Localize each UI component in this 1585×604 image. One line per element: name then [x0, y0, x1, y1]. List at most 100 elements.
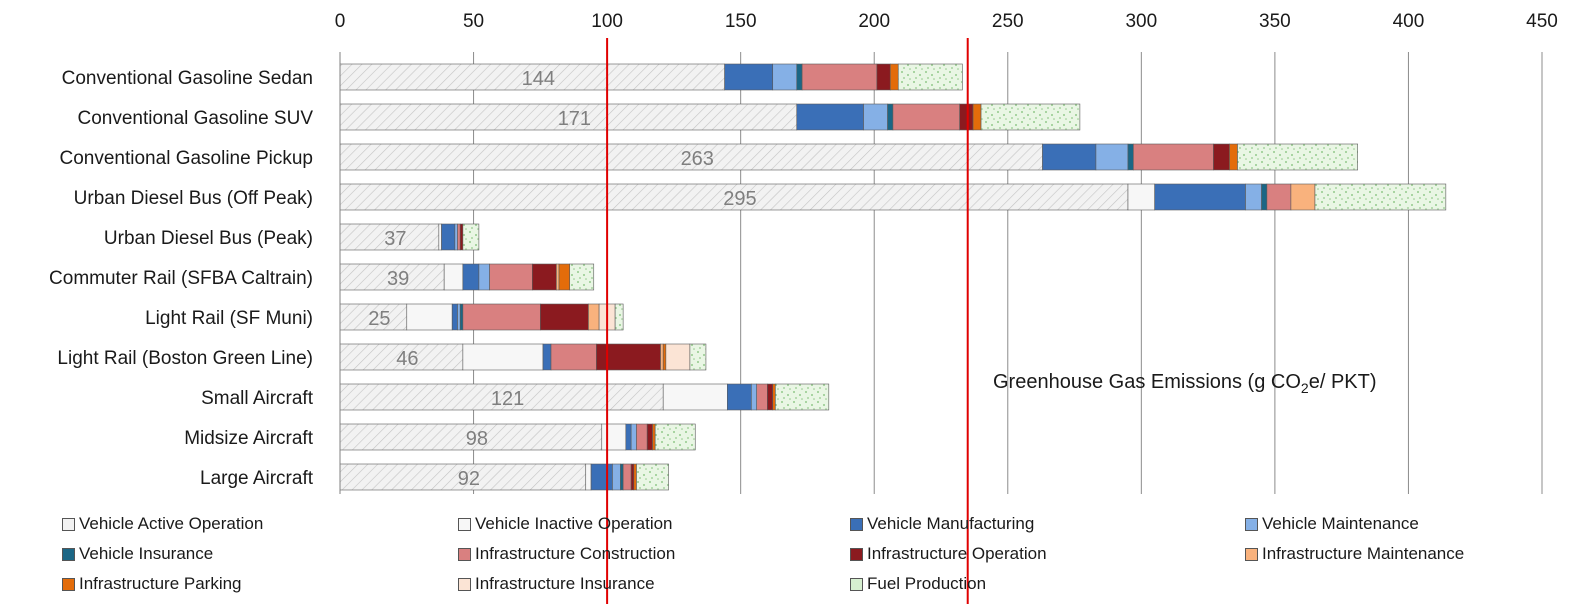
bar-segment: [727, 383, 752, 411]
data-label: 46: [396, 348, 418, 370]
legend-label: Vehicle Maintenance: [1262, 514, 1419, 533]
x-axis-title: Greenhouse Gas Emissions (g CO2e/ PKT): [993, 371, 1377, 396]
bar-segment: [550, 343, 597, 371]
bar-segment: [630, 463, 635, 491]
bar-segment: [1127, 183, 1155, 211]
bar-segment: [892, 103, 960, 131]
bar-segment: [972, 103, 982, 131]
category-label: Small Aircraft: [201, 388, 314, 409]
bar-segment: [457, 223, 461, 251]
bar-segment: [756, 383, 768, 411]
bar-segment: [590, 463, 613, 491]
bars: [339, 63, 1447, 491]
legend-swatch: [850, 547, 863, 561]
bar-segment: [980, 103, 1081, 131]
legend-item: Vehicle Active Operation: [62, 514, 263, 534]
bar-segment: [614, 303, 624, 331]
bar-segment: [636, 463, 669, 491]
legend-item: Vehicle Insurance: [62, 544, 213, 564]
bar-segment: [646, 423, 653, 451]
reference-lines: [606, 38, 969, 604]
bar-segment: [601, 423, 627, 451]
bar-segment: [689, 343, 707, 371]
legend-label: Vehicle Active Operation: [79, 514, 264, 533]
bar-segment: [1266, 183, 1292, 211]
bar-segment: [532, 263, 557, 291]
bar-segment: [451, 303, 458, 331]
bar-segment: [596, 343, 661, 371]
bar-segment: [441, 223, 456, 251]
x-tick-label: 250: [992, 11, 1024, 32]
bar-segment: [772, 63, 798, 91]
legend-item: Vehicle Maintenance: [1245, 514, 1419, 534]
bar-segment: [457, 303, 461, 331]
bar-segment: [438, 223, 442, 251]
legend-label: Fuel Production: [867, 574, 987, 593]
data-label: 171: [558, 108, 591, 130]
bar-segment: [662, 383, 728, 411]
bar-segment: [620, 463, 624, 491]
legend-swatch: [1245, 517, 1258, 531]
legend-item: Infrastructure Insurance: [458, 574, 655, 594]
bar-segment: [630, 423, 637, 451]
legend-swatch: [458, 517, 471, 531]
legend-label: Infrastructure Parking: [79, 574, 242, 593]
bar-segment: [339, 223, 440, 251]
bar-segment: [588, 303, 600, 331]
legend-label: Infrastructure Operation: [867, 544, 1047, 563]
bar-segment: [459, 223, 464, 251]
data-label: 121: [491, 388, 524, 410]
legend-label: Vehicle Insurance: [79, 544, 214, 563]
bar-segment: [339, 423, 603, 451]
bar-segment: [876, 63, 891, 91]
bar-segment: [662, 343, 667, 371]
legend-label: Vehicle Inactive Operation: [475, 514, 673, 533]
bar-segment: [540, 303, 589, 331]
bar-segment: [1213, 143, 1230, 171]
legend-label: Infrastructure Maintenance: [1262, 544, 1465, 563]
bar-segment: [654, 423, 696, 451]
bar-segment: [339, 343, 464, 371]
legend-swatch: [62, 517, 75, 531]
x-axis-ticks: 0 50 100 150 200 250 300 350 400 450: [335, 11, 1558, 32]
legend-swatch: [850, 517, 863, 531]
legend-item: Vehicle Inactive Operation: [458, 514, 673, 534]
x-tick-label: 450: [1526, 11, 1558, 32]
x-tick-label: 150: [725, 11, 757, 32]
x-tick-label: 300: [1125, 11, 1157, 32]
bar-segment: [775, 383, 830, 411]
legend-item: Infrastructure Construction: [458, 544, 675, 564]
bar-segment: [767, 383, 774, 411]
bar-segment: [1290, 183, 1316, 211]
bar-segment: [751, 383, 757, 411]
category-label: Midsize Aircraft: [184, 428, 314, 449]
data-label: 92: [458, 468, 480, 490]
bar-segment: [459, 303, 464, 331]
x-tick-label: 200: [858, 11, 890, 32]
bar-segment: [454, 223, 458, 251]
bar-segment: [462, 343, 544, 371]
bar-segment: [633, 463, 637, 491]
legend-swatch: [62, 577, 75, 591]
bar-segment: [796, 103, 864, 131]
x-tick-label: 0: [335, 11, 346, 32]
bar-segment: [772, 383, 776, 411]
bar-segment: [339, 143, 1043, 171]
legend-swatch: [1245, 547, 1258, 561]
data-label: 39: [387, 268, 409, 290]
bar-segment: [585, 463, 592, 491]
bar-segment: [339, 383, 664, 411]
x-tick-label: 50: [463, 11, 484, 32]
legend-label: Infrastructure Construction: [475, 544, 676, 563]
data-label: 37: [384, 228, 406, 250]
x-tick-label: 350: [1259, 11, 1291, 32]
legend-item: Fuel Production: [850, 574, 986, 594]
bar-segment: [660, 343, 664, 371]
category-label: Conventional Gasoline SUV: [77, 108, 313, 129]
bar-segment: [801, 63, 878, 91]
bar-segment: [959, 103, 974, 131]
bar-segment: [665, 343, 691, 371]
legend-swatch: [850, 577, 863, 591]
